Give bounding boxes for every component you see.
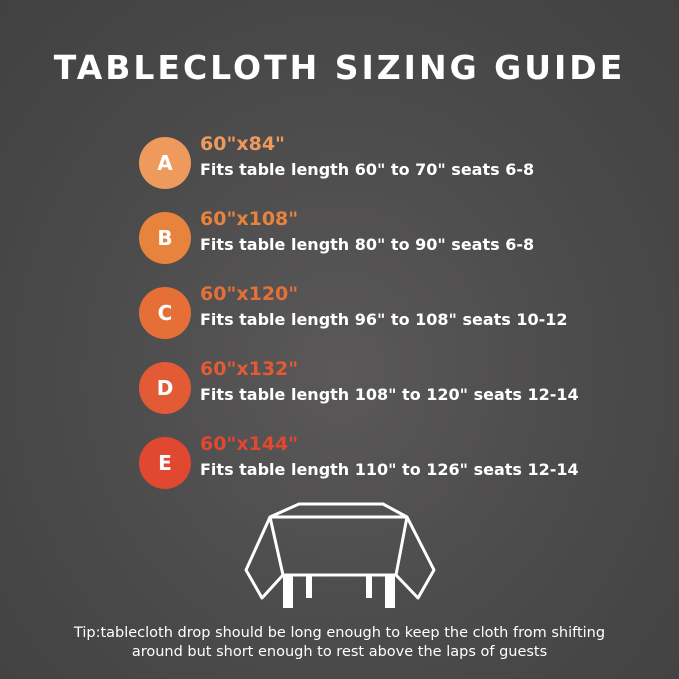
size-letter-badge: A <box>139 137 191 189</box>
page-title: TABLECLOTH SIZING GUIDE <box>53 48 626 87</box>
size-letter-badge: B <box>139 212 191 264</box>
size-dimensions: 60"x120" <box>200 283 299 305</box>
size-letter-badge: C <box>139 287 191 339</box>
tip-line-2: around but short enough to rest above th… <box>131 644 548 660</box>
size-dimensions: 60"x132" <box>200 358 299 380</box>
size-letter-badge: D <box>139 362 191 414</box>
size-description: Fits table length 108" to 120" seats 12-… <box>200 385 579 404</box>
size-description: Fits table length 60" to 70" seats 6-8 <box>200 160 535 179</box>
size-description: Fits table length 80" to 90" seats 6-8 <box>200 235 535 254</box>
size-description: Fits table length 96" to 108" seats 10-1… <box>200 310 568 329</box>
size-letter-badge: E <box>139 437 191 489</box>
size-dimensions: 60"x84" <box>200 133 285 155</box>
size-dimensions: 60"x108" <box>200 208 299 230</box>
size-dimensions: 60"x144" <box>200 433 299 455</box>
tip-line-1: Tip:tablecloth drop should be long enoug… <box>73 625 606 641</box>
tip-text: Tip:tablecloth drop should be long enoug… <box>0 624 679 662</box>
size-description: Fits table length 110" to 126" seats 12-… <box>200 460 579 479</box>
